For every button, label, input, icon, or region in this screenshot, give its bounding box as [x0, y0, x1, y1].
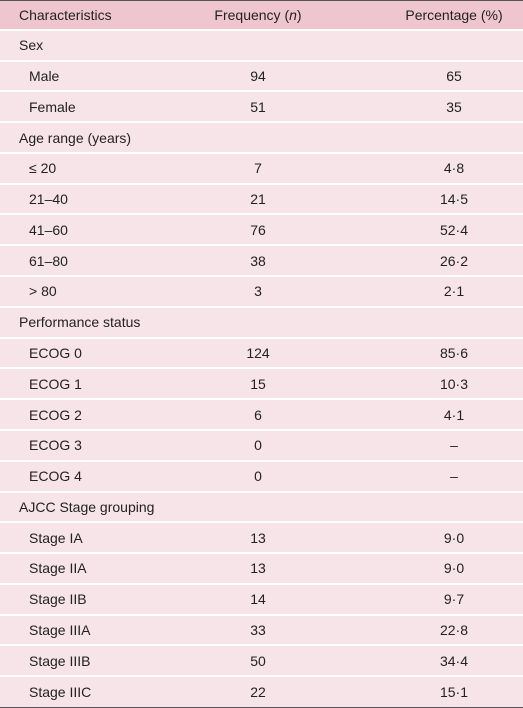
row-label: 21–40: [29, 191, 68, 208]
header-cell: Characteristics: [19, 6, 112, 23]
section-label: Performance status: [19, 314, 141, 331]
data-row: 21–40 21 14·5: [0, 184, 523, 216]
frequency: 14: [250, 591, 266, 608]
row-label: ECOG 4: [29, 468, 82, 485]
frequency: 124: [246, 344, 270, 361]
row-label: Stage IA: [29, 529, 83, 546]
row-label: ECOG 0: [29, 344, 82, 361]
percentage: 35: [446, 98, 462, 115]
header-text: Frequency (: [214, 6, 290, 23]
frequency: 3: [254, 283, 262, 300]
section-row: Sex: [0, 30, 523, 62]
row-label: ECOG 2: [29, 406, 82, 423]
data-row: Stage IIIC 22 15·1: [0, 677, 523, 708]
frequency: 94: [250, 67, 266, 84]
row-label: 61–80: [29, 252, 68, 269]
section-label: Sex: [19, 37, 44, 54]
frequency: 22: [250, 684, 266, 701]
frequency: 15: [250, 375, 266, 392]
row-label: Stage IIIC: [29, 684, 92, 701]
frequency: 38: [250, 252, 266, 269]
header-text: ): [296, 6, 302, 23]
frequency: 0: [254, 468, 262, 485]
row-label: ECOG 1: [29, 375, 82, 392]
percentage: 22·8: [439, 622, 469, 639]
percentage: 52·4: [439, 221, 469, 238]
section-label: Age range (years): [19, 129, 132, 146]
percentage: 9·0: [443, 529, 465, 546]
header-cell: Frequency (n): [158, 1, 358, 29]
data-row: Female 51 35: [0, 92, 523, 124]
data-row: ECOG 4 0 –: [0, 461, 523, 493]
frequency: 13: [250, 560, 266, 577]
frequency: 6: [254, 406, 262, 423]
row-label: 41–60: [29, 221, 68, 238]
frequency: 0: [254, 437, 262, 454]
section-row: Performance status: [0, 307, 523, 339]
row-label: ECOG 3: [29, 437, 82, 454]
row-label: Female: [29, 98, 76, 115]
percentage: 9·0: [443, 560, 465, 577]
data-row: Male 94 65: [0, 61, 523, 93]
header-text: n: [289, 6, 297, 23]
header-cell: Percentage (%): [405, 6, 503, 23]
percentage: –: [450, 468, 458, 485]
section-row: Age range (years): [0, 123, 523, 154]
percentage: 9·7: [443, 591, 465, 608]
data-row: Stage IA 13 9·0: [0, 523, 523, 555]
data-row: 61–80 38 26·2: [0, 246, 523, 278]
data-row: > 80 3 2·1: [0, 277, 523, 308]
data-row: Stage IIIB 50 34·4: [0, 646, 523, 678]
row-label: Male: [29, 67, 60, 84]
data-row: ≤ 20 7 4·8: [0, 153, 523, 185]
row-label: Stage IIA: [29, 560, 87, 577]
data-row: 41–60 76 52·4: [0, 215, 523, 247]
frequency: 7: [254, 160, 262, 177]
percentage: 2·1: [443, 283, 465, 300]
row-label: > 80: [29, 283, 57, 300]
percentage: 4·1: [443, 406, 465, 423]
row-label: ≤ 20: [29, 160, 57, 177]
percentage: 15·1: [439, 684, 469, 701]
frequency: 33: [250, 622, 266, 639]
section-label: AJCC Stage grouping: [19, 498, 155, 515]
data-row: ECOG 1 15 10·3: [0, 369, 523, 401]
frequency: 21: [250, 191, 266, 208]
row-label: Stage IIIA: [29, 622, 91, 639]
frequency: 76: [250, 221, 266, 238]
row-label: Stage IIIB: [29, 652, 91, 669]
header-row: Characteristics Frequency (n) Percentage (…: [0, 0, 523, 31]
percentage: –: [450, 437, 458, 454]
frequency: 51: [250, 98, 266, 115]
data-row: Stage IIB 14 9·7: [0, 584, 523, 616]
percentage: 85·6: [439, 344, 469, 361]
data-row: ECOG 2 6 4·1: [0, 400, 523, 431]
percentage: 26·2: [439, 252, 469, 269]
percentage: 14·5: [439, 191, 469, 208]
data-row: Stage IIIA 33 22·8: [0, 615, 523, 647]
percentage: 10·3: [439, 375, 469, 392]
data-row: ECOG 3 0 –: [0, 430, 523, 462]
percentage: 65: [446, 67, 462, 84]
row-label: Stage IIB: [29, 591, 87, 608]
frequency: 13: [250, 529, 266, 546]
percentage: 4·8: [443, 160, 465, 177]
frequency: 50: [250, 652, 266, 669]
data-row: ECOG 0 124 85·6: [0, 338, 523, 370]
data-row: Stage IIA 13 9·0: [0, 554, 523, 585]
section-row: AJCC Stage grouping: [0, 492, 523, 524]
percentage: 34·4: [439, 652, 469, 669]
